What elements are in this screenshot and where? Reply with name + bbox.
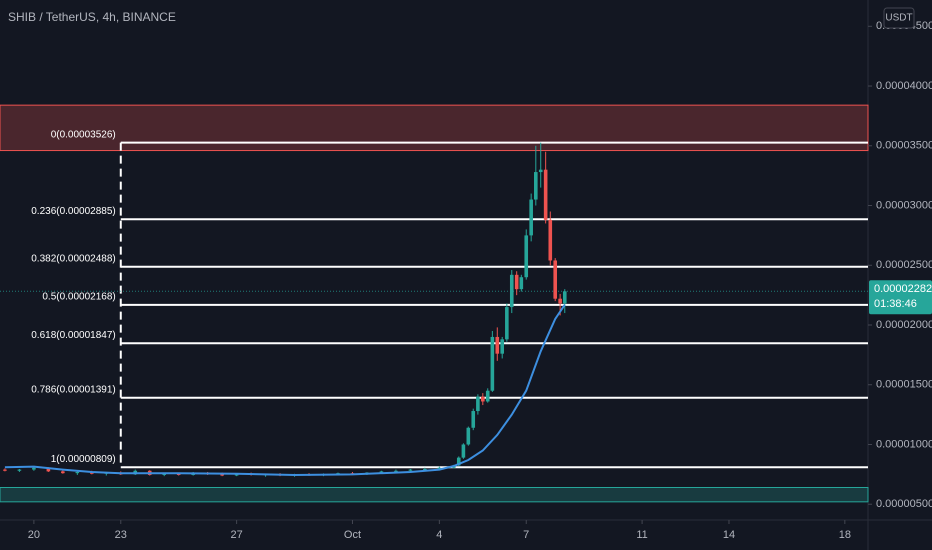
candle-body bbox=[162, 473, 167, 475]
candle-body bbox=[505, 307, 509, 340]
candle-body bbox=[558, 298, 562, 304]
candle-body bbox=[538, 169, 543, 173]
x-tick-label: Oct bbox=[344, 529, 361, 541]
fib-label: 0.618(0.00001847) bbox=[31, 330, 116, 341]
fib-label: 0.5(0.00002168) bbox=[42, 292, 115, 303]
candle-body bbox=[394, 470, 398, 472]
fib-label: 0.382(0.00002488) bbox=[31, 253, 116, 264]
currency-label: USDT bbox=[885, 13, 912, 24]
candle-body bbox=[408, 469, 413, 471]
candle-body bbox=[514, 274, 519, 290]
y-tick-label: 0.00000500 bbox=[876, 498, 932, 510]
x-tick-label: 18 bbox=[839, 529, 851, 541]
candle-body bbox=[495, 336, 500, 354]
x-tick-label: 11 bbox=[636, 529, 647, 541]
x-tick-label: 14 bbox=[723, 529, 735, 541]
candle-body bbox=[519, 277, 524, 290]
x-tick-label: 20 bbox=[28, 529, 40, 541]
candle-body bbox=[548, 219, 553, 261]
fib-label: 1(0.00000809) bbox=[51, 454, 116, 465]
candle-body bbox=[423, 468, 427, 470]
zone bbox=[0, 487, 869, 503]
x-tick-label: 27 bbox=[230, 529, 242, 541]
candle-body bbox=[529, 199, 533, 236]
candle-body bbox=[490, 336, 495, 391]
last-price-label: 0.00002282 bbox=[874, 283, 932, 295]
y-tick-label: 0.00003500 bbox=[876, 140, 932, 152]
zone bbox=[0, 104, 869, 152]
x-tick-label: 7 bbox=[523, 529, 529, 541]
y-tick-label: 0.00001000 bbox=[876, 438, 932, 450]
candle-body bbox=[176, 473, 181, 475]
last-price-badge bbox=[869, 280, 932, 315]
x-tick-label: 23 bbox=[115, 529, 127, 541]
y-tick-label: 0.00003000 bbox=[876, 199, 932, 211]
fib-label: 0(0.00003526) bbox=[51, 129, 116, 140]
chart-title: SHIB / TetherUS, 4h, BINANCE bbox=[8, 10, 176, 24]
candle-body bbox=[437, 467, 442, 469]
currency-badge bbox=[883, 7, 915, 29]
candle-body bbox=[524, 235, 529, 278]
y-tick-label: 0.00002500 bbox=[876, 259, 932, 271]
candle-body bbox=[461, 444, 466, 458]
candle-body bbox=[17, 469, 22, 471]
candle-body bbox=[500, 339, 505, 354]
candle-body bbox=[32, 467, 36, 470]
candle-body bbox=[481, 396, 485, 402]
y-tick-label: 0.00001500 bbox=[876, 379, 932, 391]
candle-body bbox=[456, 457, 461, 466]
candle-body bbox=[220, 474, 224, 476]
fib-label: 0.786(0.00001391) bbox=[31, 384, 116, 395]
candle-body bbox=[61, 471, 65, 474]
candle-body bbox=[46, 467, 51, 472]
candle-body bbox=[485, 390, 490, 402]
candle-body bbox=[3, 469, 7, 471]
candle-body bbox=[509, 274, 514, 308]
candle-body bbox=[562, 291, 567, 304]
fib-label: 0.236(0.00002885) bbox=[31, 206, 116, 217]
candle-body bbox=[379, 471, 384, 473]
y-tick-label: 0.00002000 bbox=[876, 319, 932, 331]
y-tick-label: 0.00004000 bbox=[876, 80, 932, 92]
candle-body bbox=[471, 411, 476, 428]
countdown-label: 01:38:46 bbox=[874, 298, 917, 310]
x-tick-label: 4 bbox=[436, 529, 442, 541]
candle-body bbox=[466, 427, 471, 445]
moving-average bbox=[4, 304, 566, 477]
candle-body bbox=[476, 396, 480, 412]
candle-body bbox=[75, 471, 80, 474]
candle-body bbox=[534, 172, 538, 200]
candle-body bbox=[553, 260, 558, 299]
candle-body bbox=[543, 169, 548, 220]
